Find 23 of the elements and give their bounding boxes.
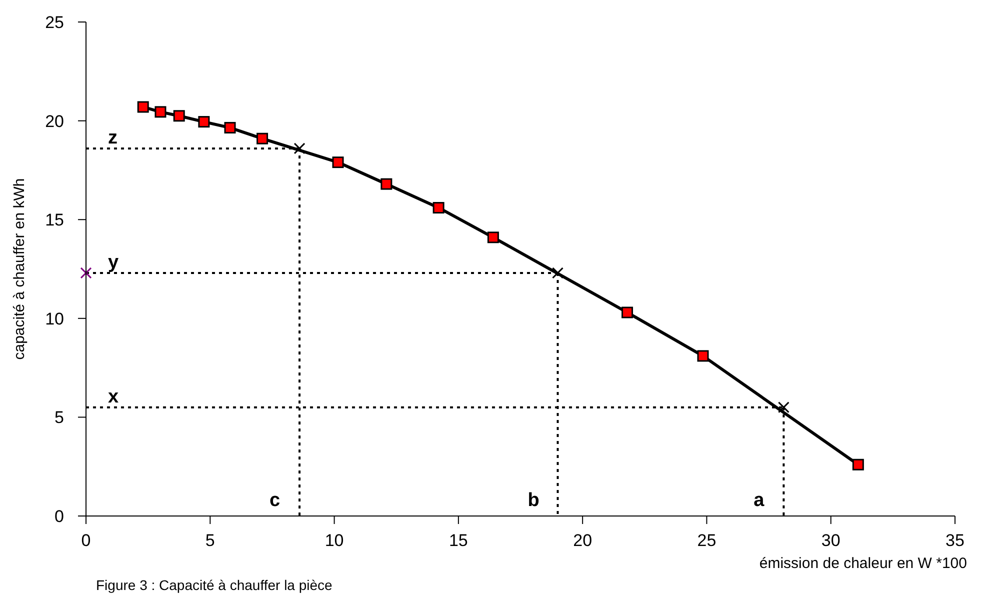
y-tick-label: 10 [45, 309, 64, 328]
series-label: b [528, 490, 540, 511]
series-label: y [108, 252, 119, 273]
y-tick-label: 15 [45, 210, 64, 230]
x-tick-label: 5 [205, 531, 215, 550]
series-label: a [754, 490, 765, 511]
x-tick-label: 20 [573, 531, 592, 550]
series-label: c [270, 490, 281, 511]
x-tick-label: 15 [448, 531, 468, 550]
x-tick-label: 30 [821, 531, 840, 550]
y-tick-label: 25 [45, 13, 64, 32]
series-label: z [108, 127, 118, 148]
x-tick-label: 25 [697, 531, 716, 550]
y-tick-label: 20 [45, 112, 64, 131]
x-tick-label: 0 [81, 531, 91, 550]
y-axis-title: capacité à chauffer en kWh [11, 178, 28, 360]
x-tick-label: 35 [946, 531, 964, 550]
series-label: x [108, 386, 119, 408]
y-tick-label: 0 [54, 507, 64, 526]
x-tick-label: 10 [324, 531, 344, 550]
x-axis-title: émission de chaleur en W *100 [759, 555, 967, 572]
y-tick-label: 5 [54, 408, 64, 428]
caption: Figure 3 : Capacité à chauffer la pièce [96, 577, 333, 593]
